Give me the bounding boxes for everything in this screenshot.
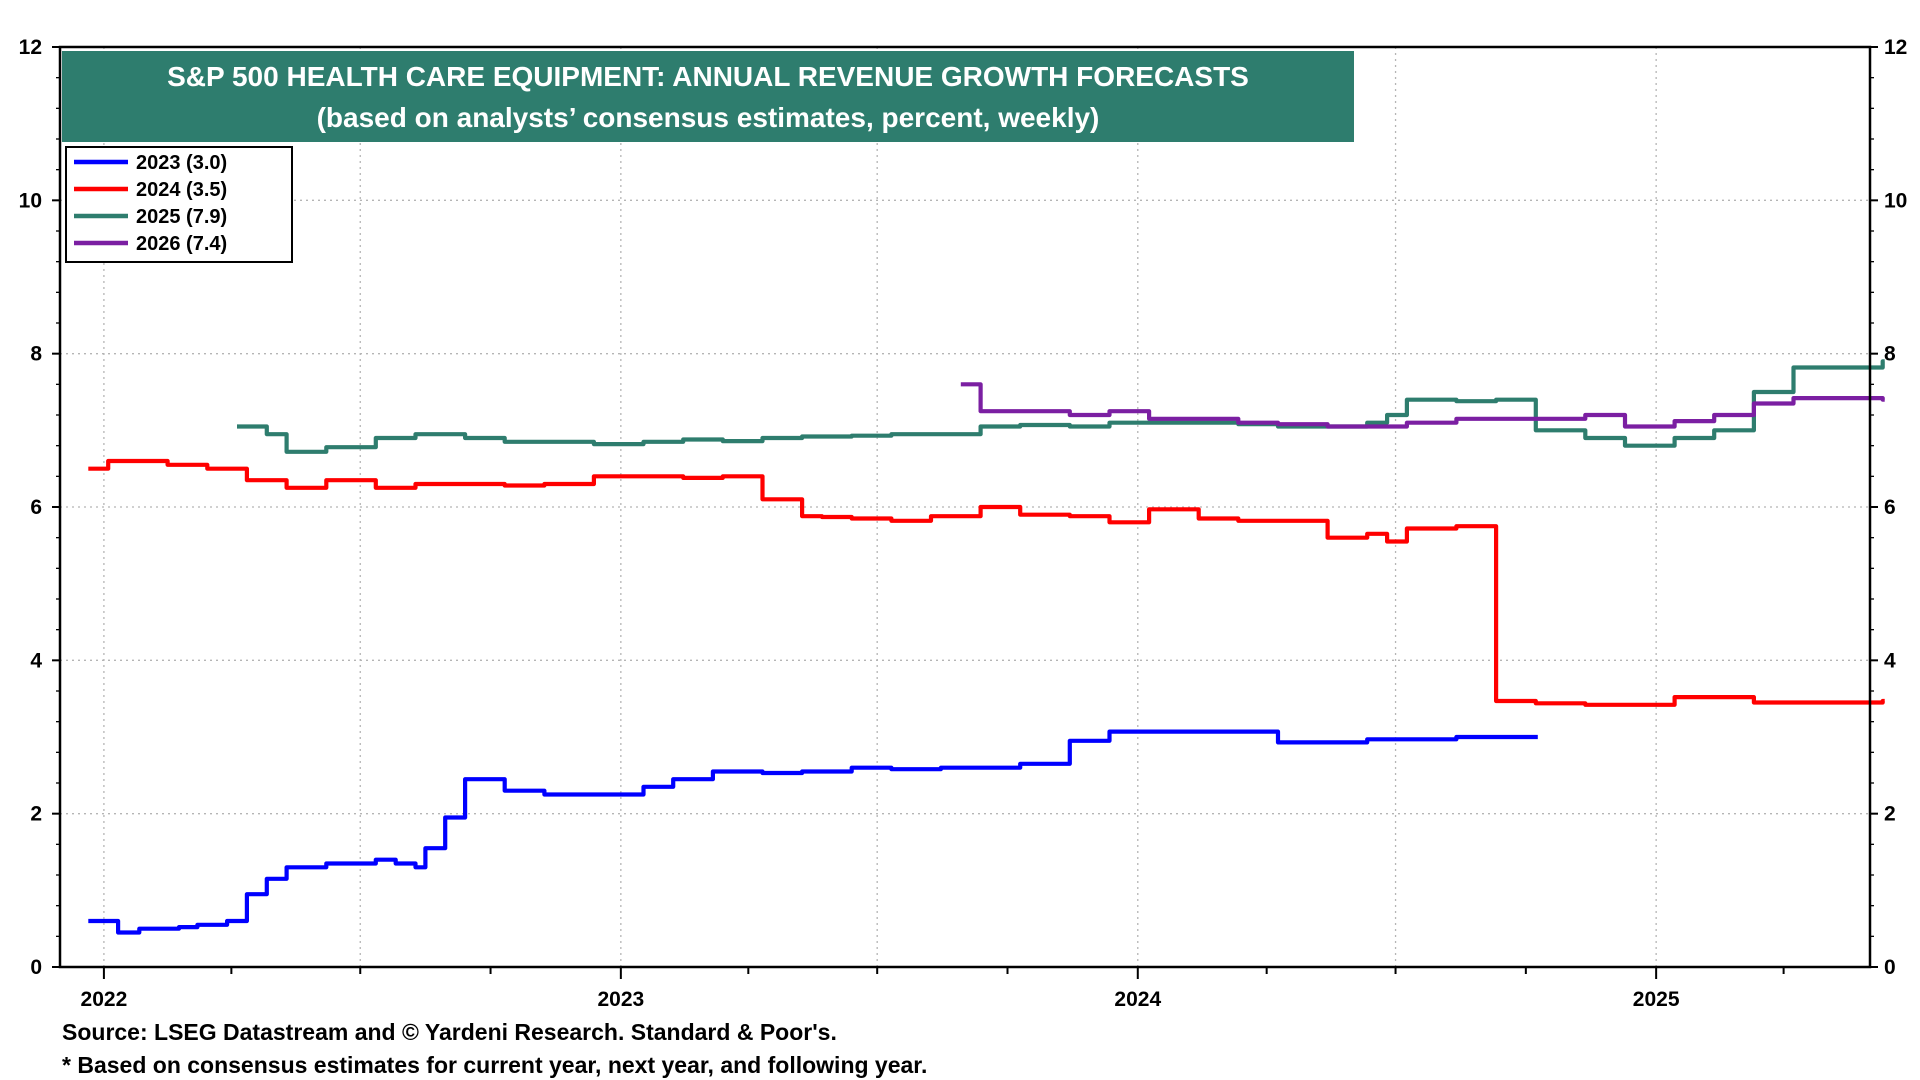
source-note: Source: LSEG Datastream and © Yardeni Re… bbox=[62, 1019, 837, 1045]
ytick-label-left: 8 bbox=[30, 343, 42, 366]
series-line-2 bbox=[88, 458, 1885, 707]
ytick-label-left: 0 bbox=[30, 956, 42, 979]
xtick-label: 2022 bbox=[81, 988, 128, 1011]
series-line-4 bbox=[960, 382, 1885, 429]
series-layer bbox=[88, 359, 1885, 935]
legend-label: 2024 (3.5) bbox=[136, 179, 227, 201]
xtick-label: 2024 bbox=[1114, 988, 1161, 1011]
xtick-label: 2023 bbox=[597, 988, 644, 1011]
legend-label: 2023 (3.0) bbox=[136, 152, 227, 174]
title-background bbox=[62, 51, 1354, 142]
ytick-label-right: 10 bbox=[1884, 189, 1907, 212]
chart-title: S&P 500 HEALTH CARE EQUIPMENT: ANNUAL RE… bbox=[167, 61, 1249, 92]
ytick-label-left: 2 bbox=[30, 803, 42, 826]
chart-subtitle: (based on analysts’ consensus estimates,… bbox=[317, 102, 1100, 133]
ytick-label-right: 6 bbox=[1884, 496, 1896, 519]
ytick-label-left: 4 bbox=[30, 649, 42, 672]
legend-label: 2025 (7.9) bbox=[136, 206, 227, 228]
title-box: S&P 500 HEALTH CARE EQUIPMENT: ANNUAL RE… bbox=[62, 51, 1354, 142]
series-line-1 bbox=[88, 729, 1538, 935]
grid-layer bbox=[60, 47, 1870, 967]
ytick-label-right: 0 bbox=[1884, 956, 1896, 979]
xtick-label: 2025 bbox=[1633, 988, 1680, 1011]
ytick-label-right: 2 bbox=[1884, 803, 1896, 826]
ytick-label-right: 4 bbox=[1884, 649, 1896, 672]
ytick-label-right: 12 bbox=[1884, 36, 1907, 59]
ytick-label-left: 10 bbox=[19, 189, 42, 212]
legend: 2023 (3.0) 2024 (3.5) 2025 (7.9) 2026 (7.4) bbox=[65, 146, 293, 263]
footnote: * Based on consensus estimates for curre… bbox=[62, 1052, 927, 1078]
ytick-label-left: 12 bbox=[19, 36, 42, 59]
legend-label: 2026 (7.4) bbox=[136, 233, 227, 255]
ytick-label-left: 6 bbox=[30, 496, 42, 519]
series-line-3 bbox=[237, 359, 1885, 454]
axis-layer: 0 0 2 2 4 4 6 6 8 8 10 10 12 12 2022 2023 2024 2025 bbox=[19, 36, 1908, 1011]
ytick-label-right: 8 bbox=[1884, 343, 1896, 366]
